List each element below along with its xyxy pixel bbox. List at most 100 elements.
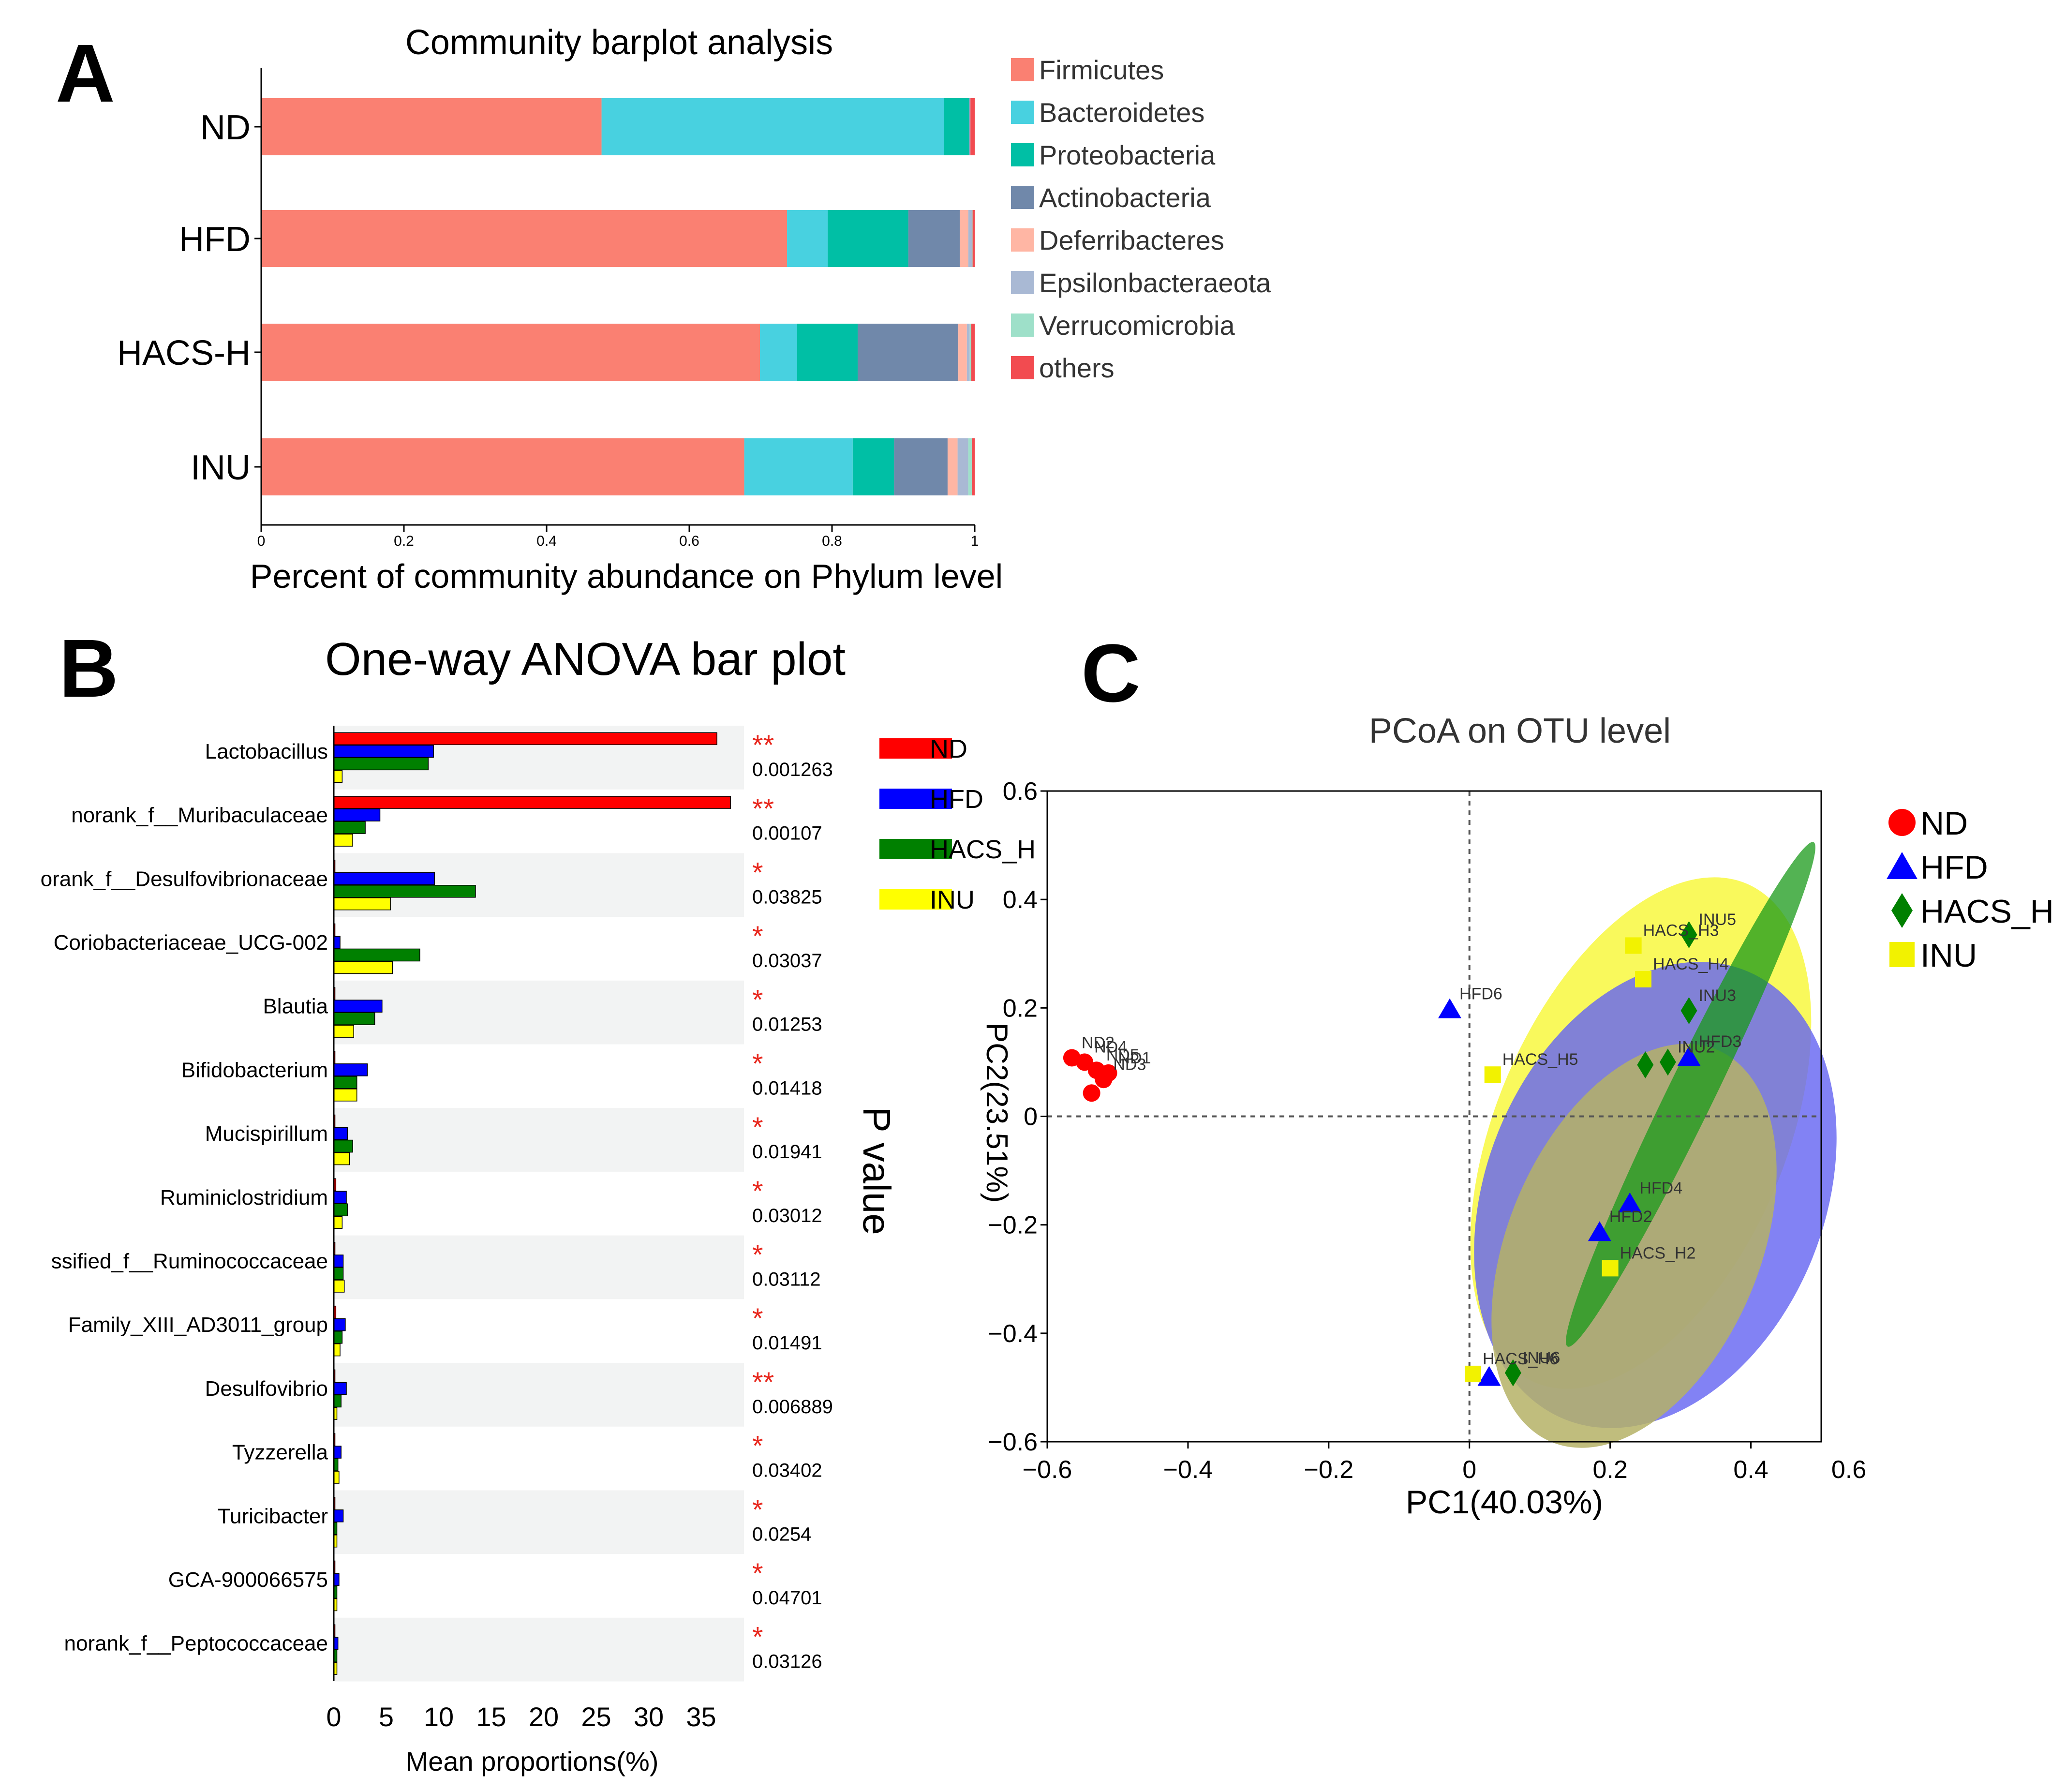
legend-label-bacteroidetes: Bacteroidetes bbox=[1039, 97, 1204, 128]
x-tick-label: −0.2 bbox=[1304, 1456, 1353, 1484]
legend-swatch-nd bbox=[879, 738, 952, 759]
bar-orank-f-desulfovibrionaceae-hacs-h bbox=[333, 885, 476, 898]
significance-stars: * bbox=[752, 1558, 763, 1589]
bar-ssified-f-ruminococcaceae-hfd bbox=[333, 1254, 344, 1268]
significance-stars: * bbox=[752, 1239, 763, 1270]
bar-norank-f-muribaculaceae-inu bbox=[333, 834, 353, 847]
bar-gca-900066575-hfd bbox=[333, 1573, 340, 1586]
x-tick-label: 10 bbox=[424, 1702, 454, 1732]
x-tick-label: 0 bbox=[326, 1702, 341, 1732]
p-value-lactobacillus: 0.001263 bbox=[752, 759, 833, 780]
point-label: HACS_H2 bbox=[1620, 1244, 1696, 1262]
panel-a-legend: Firmicutes Bacteroidetes Proteobacteria Act… bbox=[1011, 55, 1271, 383]
p-value-family-xiii-ad3011-group: 0.01491 bbox=[752, 1332, 822, 1354]
x-tick-label: −0.6 bbox=[1023, 1456, 1072, 1484]
legend-label-inu: INU bbox=[1920, 937, 1977, 974]
panel-a-category-labels: ND HFD HACS-H INU bbox=[117, 108, 261, 487]
point-hfd bbox=[1477, 1366, 1501, 1386]
category-label-inu: INU bbox=[191, 448, 251, 487]
panel-a: A Community barplot analysis ND HFD HACS-H… bbox=[56, 23, 1271, 595]
bar-mucispirillum-hacs-h bbox=[333, 1139, 353, 1153]
panel-c-ticks: −0.6 −0.4 −0.2 0 0.2 0.4 0.6 0.6 0.4 0.2 0 −0.2 −0.4… bbox=[988, 777, 1866, 1484]
bar-inu-deferribacteres bbox=[947, 438, 958, 495]
bar-hacs-h-deferribacteres bbox=[958, 324, 967, 381]
point-label: HFD4 bbox=[1639, 1179, 1682, 1197]
x-tick-label: 30 bbox=[634, 1702, 664, 1732]
bar-inu-bacteroidetes bbox=[744, 438, 853, 495]
bar-nd-others bbox=[970, 98, 975, 155]
category-label-hacs-h: HACS-H bbox=[117, 334, 251, 373]
significance-stars: * bbox=[752, 1431, 763, 1462]
bar-tyzzerella-inu bbox=[333, 1471, 340, 1484]
p-value-gca-900066575: 0.04701 bbox=[752, 1587, 822, 1609]
panel-b-title: One-way ANOVA bar plot bbox=[325, 633, 846, 685]
p-value-ruminiclostridium: 0.03012 bbox=[752, 1205, 822, 1226]
legend-swatch-deferribacteres bbox=[1011, 228, 1034, 252]
y-tick-label: −0.4 bbox=[988, 1320, 1038, 1348]
bar-hfd-epsilonbacteraeota bbox=[968, 210, 972, 267]
point-hacs-h bbox=[1659, 1048, 1676, 1076]
significance-stars: ** bbox=[752, 793, 774, 825]
p-value-norank-f-muribaculaceae: 0.00107 bbox=[752, 823, 822, 844]
bar-ruminiclostridium-hacs-h bbox=[333, 1203, 348, 1216]
bar-coriobacteriaceae-ucg-002-hfd bbox=[333, 936, 341, 949]
point-inu bbox=[1625, 937, 1642, 954]
legend-label-hfd: HFD bbox=[930, 785, 983, 814]
significance-stars: * bbox=[752, 1622, 763, 1653]
point-hfd bbox=[1618, 1192, 1642, 1212]
significance-stars: * bbox=[752, 857, 763, 888]
legend-label-nd: ND bbox=[1920, 805, 1968, 842]
point-label: HACS_H5 bbox=[1502, 1050, 1578, 1069]
panel-c-title: PCoA on OTU level bbox=[1369, 712, 1671, 750]
point-label: HACS_H6 bbox=[1483, 1350, 1559, 1368]
point-label: INU6 bbox=[1523, 1349, 1560, 1367]
point-label: HACS_H4 bbox=[1653, 955, 1729, 973]
bar-blautia-hfd bbox=[333, 1000, 383, 1013]
significance-stars: ** bbox=[752, 730, 774, 761]
bar-inu-proteobacteria bbox=[852, 438, 894, 495]
significance-stars: * bbox=[752, 1048, 763, 1079]
significance-stars: * bbox=[752, 921, 763, 952]
bar-family-xiii-ad3011-group-inu bbox=[333, 1343, 341, 1357]
point-label: INU5 bbox=[1699, 911, 1736, 929]
row-band bbox=[334, 1363, 744, 1427]
x-tick-label: 0 bbox=[257, 533, 266, 549]
panel-c-label: C bbox=[1081, 627, 1141, 719]
bar-hfd-others bbox=[972, 210, 975, 267]
bar-bifidobacterium-inu bbox=[333, 1089, 357, 1102]
bar-turicibacter-hfd bbox=[333, 1509, 344, 1523]
legend-label-verrucomicrobia: Verrucomicrobia bbox=[1039, 310, 1235, 341]
bar-inu-actinobacteria bbox=[894, 438, 948, 495]
legend-label-others: others bbox=[1039, 353, 1115, 383]
panel-a-x-ticks: 0 0.2 0.4 0.6 0.8 1 bbox=[257, 525, 979, 549]
legend-swatch-proteobacteria bbox=[1011, 143, 1034, 166]
panel-a-x-label: Percent of community abundance on Phylum… bbox=[250, 557, 1003, 595]
bar-orank-f-desulfovibrionaceae-hfd bbox=[333, 872, 435, 885]
point-label: HFD2 bbox=[1609, 1208, 1652, 1226]
significance-stars: * bbox=[752, 1303, 763, 1334]
point-hfd bbox=[1677, 1046, 1701, 1066]
panel-c-y-label: PC2(23.51%) bbox=[980, 1023, 1013, 1203]
bar-hfd-actinobacteria bbox=[908, 210, 960, 267]
bar-lactobacillus-nd bbox=[333, 732, 717, 746]
legend-label-inu: INU bbox=[930, 885, 975, 914]
category-label-orank-f-desulfovibrionaceae: orank_f__Desulfovibrionaceae bbox=[41, 867, 328, 891]
bar-inu-firmicutes bbox=[261, 438, 744, 495]
panel-c-zero-lines bbox=[1047, 791, 1821, 1442]
point-label: ND3 bbox=[1113, 1055, 1146, 1074]
point-label: INU3 bbox=[1699, 986, 1736, 1005]
p-value-ssified-f-ruminococcaceae: 0.03112 bbox=[752, 1269, 821, 1290]
bar-norank-f-muribaculaceae-hfd bbox=[333, 808, 381, 821]
x-tick-label: 0.4 bbox=[536, 533, 557, 549]
category-label-family-xiii-ad3011-group: Family_XIII_AD3011_group bbox=[68, 1313, 328, 1337]
bar-hacs-h-firmicutes bbox=[261, 324, 760, 381]
legend-label-epsilonbacteraeota: Epsilonbacteraeota bbox=[1039, 268, 1271, 298]
bar-hfd-deferribacteres bbox=[960, 210, 968, 267]
y-tick-label: 0.6 bbox=[1003, 777, 1038, 806]
legend-label-deferribacteres: Deferribacteres bbox=[1039, 225, 1224, 255]
x-tick-label: 0.2 bbox=[394, 533, 414, 549]
y-tick-label: −0.6 bbox=[988, 1428, 1038, 1456]
bar-hacs-h-others bbox=[971, 324, 975, 381]
